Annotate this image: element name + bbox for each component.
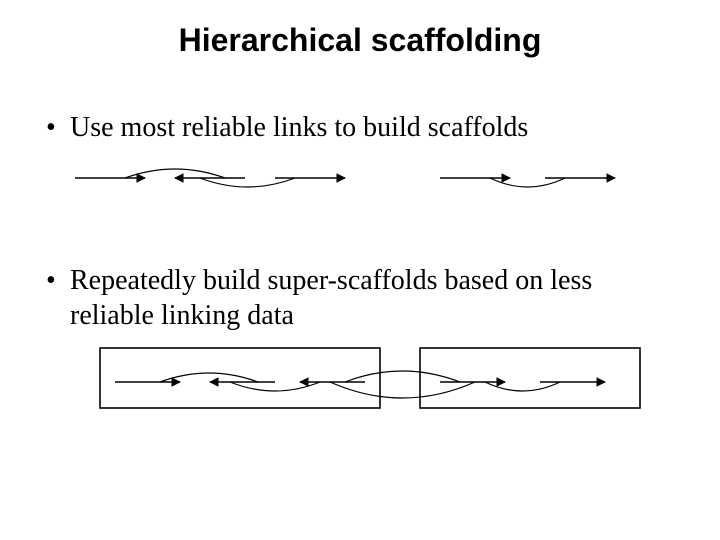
link-curve [490,178,565,187]
link-curve [345,371,460,382]
link-curve [330,382,475,398]
link-curve [230,382,320,391]
scaffold-box [100,348,380,408]
link-curve [200,178,295,187]
scaffold-box [420,348,640,408]
scaffold-diagram [0,0,720,540]
link-curve [160,373,258,382]
link-curve [125,169,225,178]
link-curve [485,382,560,391]
